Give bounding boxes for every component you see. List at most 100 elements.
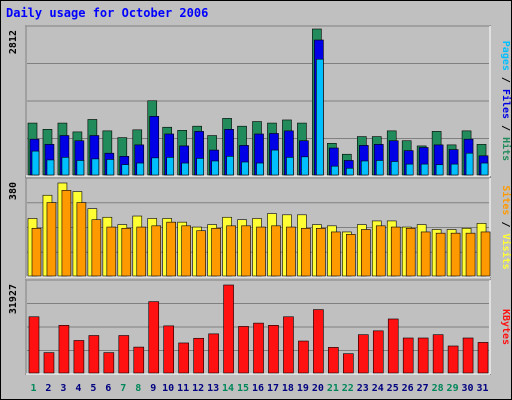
pages-bar [31,150,40,176]
pages-bar [375,160,384,176]
pages-bar [61,157,70,176]
kbytes-bar [268,325,279,374]
pages-bar [435,164,444,176]
day-label: 15 [237,383,249,394]
pages-bar [226,156,234,176]
pages-bar [241,161,249,176]
sites-bar [151,225,162,277]
side-label-hits-files-pages: Pages / Files / Hits [500,41,512,161]
sites-bar [136,226,147,277]
day-label: 29 [447,383,459,394]
sites-bar [301,227,311,277]
kbytes-bar [313,309,324,374]
day-label: 2 [45,383,51,394]
sites-bar [196,230,206,277]
sites-bar [346,234,356,277]
pages-bar [450,163,459,176]
day-label: 25 [387,383,399,394]
pages-bar [46,159,55,176]
sites-bar [31,227,42,277]
kbytes-bar [88,335,100,374]
sites-bar [181,225,191,277]
kbytes-bar [477,342,489,374]
day-label: 20 [312,383,324,394]
pages-bar [465,152,474,176]
kbytes-bar [43,352,55,374]
pages-bar [166,157,175,176]
sites-bar [405,227,416,277]
pages-bar [390,161,399,176]
kbytes-bar [178,342,189,374]
side-label-pages: Pages [500,41,511,71]
day-label: 4 [75,383,81,394]
side-label-visits-sites: Sites / Visits [500,185,512,269]
side-label-kbytes: KBytes [500,309,511,345]
y-max-label-hits: 2812 [8,30,19,54]
chart-title: Daily usage for October 2006 [6,6,209,20]
kbytes-bar [283,316,294,374]
sites-bar [61,190,72,277]
kbytes-bar [387,318,399,374]
pages-bar [420,163,429,176]
day-label: 9 [150,383,156,394]
pages-bar [121,164,130,176]
day-label: 28 [432,383,444,394]
kbytes-bar [372,330,384,374]
pages-bar [346,167,354,176]
side-label-hits: Hits [500,137,512,161]
pages-bar [256,162,264,176]
day-label: 17 [267,383,279,394]
pages-bar [136,162,145,176]
day-label: 12 [192,383,204,394]
pages-bar [316,58,324,176]
pages-bar [360,160,369,176]
day-label: 11 [177,383,189,394]
pages-bar [286,157,294,176]
sites-bar [271,225,281,277]
sites-bar [420,231,431,277]
sites-bar [226,225,236,277]
pages-bar [91,158,100,176]
sites-bar [360,229,371,277]
day-label: 13 [207,383,219,394]
side-label-kbytes: KBytes [500,309,511,345]
kbytes-bar [223,284,234,374]
kbytes-bar [193,337,204,374]
day-label: 3 [60,383,66,394]
side-label-files: Files [500,89,512,119]
sites-bar [46,202,57,277]
sites-bar [286,226,296,277]
sites-bar [121,227,132,277]
day-label: 16 [252,383,264,394]
sites-bar [435,232,446,277]
pages-bar [331,165,339,176]
pages-bar [211,160,219,176]
pages-bar [301,156,309,176]
day-label: 24 [372,383,384,394]
kbytes-bar [253,322,264,374]
y-max-label-kbytes: 31927 [8,284,19,314]
day-label: 18 [282,383,294,394]
side-label-sites: Sites [500,185,512,215]
pages-bar [196,158,204,176]
kbytes-bar [118,335,130,374]
kbytes-bar [402,337,414,374]
kbytes-bar [357,334,369,374]
kbytes-bar [73,340,85,374]
kbytes-bar [133,346,145,374]
sites-bar [450,232,461,277]
day-label: 6 [105,383,111,394]
day-label: 14 [222,383,234,394]
sites-bar [91,219,102,277]
sites-bar [331,231,341,277]
y-max-label-visits: 380 [8,182,19,200]
side-label-separator: / [500,215,511,233]
sites-bar [76,202,87,277]
sites-bar [465,232,476,277]
kbytes-bar [238,326,249,374]
sites-bar [106,226,117,277]
kbytes-bar [148,301,160,374]
sites-bar [390,226,401,277]
day-label: 8 [135,383,141,394]
